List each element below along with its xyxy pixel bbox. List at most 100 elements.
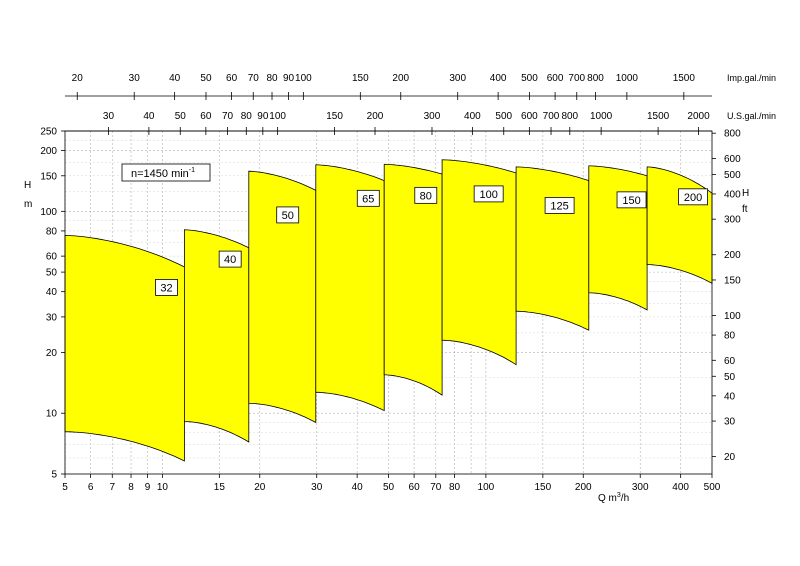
x-tick-label: 8 <box>128 482 134 493</box>
x-tick-label: 7 <box>109 482 115 493</box>
y-left-tick-label: 40 <box>46 287 58 298</box>
x-tick-label: 200 <box>575 482 592 493</box>
pump-zone-200 <box>646 166 713 284</box>
y-left-tick-label: 250 <box>40 127 57 138</box>
y-right-tick-label: 300 <box>724 215 741 226</box>
x-tick-label: 9 <box>145 482 151 493</box>
y-right-tick-label: 800 <box>724 129 741 140</box>
us-gal-unit: U.S.gal./min <box>727 111 776 121</box>
top-us-tick-label: 600 <box>521 111 538 122</box>
speed-exponent: -1 <box>189 167 195 174</box>
x-axis-ticks: 5 6 7 8 9 10 15 20 30 40 50 60 70 80 100 150 200 300 400 50… <box>62 474 721 493</box>
top-imp-tick-label: 500 <box>521 73 538 84</box>
top-us-tick-label: 50 <box>175 111 187 122</box>
top-us-tick-label: 70 <box>222 111 234 122</box>
top-imp-tick-label: 90 <box>283 73 295 84</box>
top-imp-tick-label: 80 <box>266 73 278 84</box>
top-us-tick-label: 90 <box>257 111 269 122</box>
pump-label-150: 150 <box>622 195 640 207</box>
pump-labels: 32 40 50 65 80 100 125 150 200 <box>155 185 708 296</box>
pump-label-box-125 <box>544 197 575 214</box>
top-imp-tick-label: 1000 <box>616 73 639 84</box>
x-tick-label: 40 <box>352 482 364 493</box>
x-label-exp: 3 <box>617 492 621 499</box>
pump-label-125: 125 <box>550 200 568 212</box>
pump-label-box-50 <box>276 206 300 224</box>
top-imp-tick-label: 150 <box>352 73 369 84</box>
pump-zones <box>64 159 713 462</box>
x-tick-label: 150 <box>535 482 552 493</box>
top-us-tick-label: 500 <box>495 111 512 122</box>
x-tick-label: 100 <box>478 482 495 493</box>
pump-label-32: 32 <box>160 282 172 294</box>
top-imp-tick-label: 1500 <box>673 73 696 84</box>
x-tick-label: 5 <box>62 482 68 493</box>
pump-label-box-200 <box>678 188 708 206</box>
y-right-tick-label: 500 <box>724 170 741 181</box>
pump-label-box-100 <box>473 185 504 203</box>
top-us-tick-label: 2000 <box>687 111 710 122</box>
y-right-tick-label: 60 <box>724 356 736 367</box>
pump-label-box-65 <box>356 189 380 207</box>
top-us-tick-label: 1500 <box>647 111 670 122</box>
pump-label-40: 40 <box>224 254 236 266</box>
y-left-tick-label: 30 <box>46 312 58 323</box>
pump-label-100: 100 <box>479 189 497 201</box>
pump-label-50: 50 <box>282 210 294 222</box>
y-left-tick-label: 50 <box>46 268 58 279</box>
pump-label-box-150 <box>616 191 647 209</box>
y-right-tick-label: 50 <box>724 372 736 383</box>
y-left-label-h: H <box>24 180 31 191</box>
speed-label: n=1450 min <box>131 168 189 180</box>
x-tick-label: 500 <box>704 482 721 493</box>
top-imp-tick-label: 50 <box>200 73 212 84</box>
y-right-tick-label: 80 <box>724 331 736 342</box>
top-imp-tick-label: 200 <box>392 73 409 84</box>
imp-gal-unit: Imp.gal./min <box>727 73 776 83</box>
y-left-tick-label: 10 <box>46 409 58 420</box>
x-tick-label: 30 <box>311 482 323 493</box>
pump-zone-80 <box>383 163 443 396</box>
top-us-tick-label: 200 <box>367 111 384 122</box>
y-right-tick-label: 600 <box>724 154 741 165</box>
y-left-tick-label: 150 <box>40 171 57 182</box>
top-us-tick-label: 80 <box>241 111 253 122</box>
y-right-tick-label: 400 <box>724 189 741 200</box>
x-tick-label: 60 <box>409 482 421 493</box>
y-right-tick-label: 40 <box>724 391 736 402</box>
x-label-q: Q m <box>598 493 617 504</box>
x-tick-label: 20 <box>254 482 266 493</box>
x-tick-label: 50 <box>383 482 395 493</box>
pump-label-80: 80 <box>420 190 432 202</box>
y-left-tick-label: 80 <box>46 226 58 237</box>
top-us-tick-label: 40 <box>143 111 155 122</box>
top-imp-tick-label: 400 <box>490 73 507 84</box>
top-imp-tick-label: 100 <box>295 73 312 84</box>
y-left-label-m: m <box>24 199 32 210</box>
x-axis-label: Q m3/h <box>598 492 629 504</box>
y-right-tick-label: 20 <box>724 452 736 463</box>
y-left-tick-label: 5 <box>51 470 57 481</box>
pump-zone-150 <box>588 165 648 311</box>
pump-label-box-32 <box>155 278 178 296</box>
top-imp-tick-label: 800 <box>587 73 604 84</box>
y-right-tick-label: 150 <box>724 275 741 286</box>
pump-zone-40 <box>184 229 250 443</box>
y-axis-right-ticks: 20 30 40 50 60 80 100 150 200 300 400 500 600 800 <box>712 129 741 463</box>
y-right-label-ft: ft <box>742 204 748 215</box>
top-imp-tick-label: 40 <box>169 73 181 84</box>
top-imp-tick-label: 600 <box>547 73 564 84</box>
x-tick-label: 70 <box>430 482 442 493</box>
pump-label-box-80 <box>414 186 438 204</box>
top-us-tick-label: 400 <box>464 111 481 122</box>
pump-label-box-40 <box>218 250 242 268</box>
y-left-tick-label: 100 <box>40 207 57 218</box>
y-axis-left-ticks: 5 10 20 30 40 50 60 80 100 150 200 250 <box>40 127 65 481</box>
top-imp-tick-label: 700 <box>568 73 585 84</box>
top-imp-tick-label: 70 <box>248 73 260 84</box>
top-us-tick-label: 700 <box>543 111 560 122</box>
y-right-tick-label: 100 <box>724 311 741 322</box>
pump-label-200: 200 <box>684 192 702 204</box>
top-us-tick-label: 100 <box>269 111 286 122</box>
